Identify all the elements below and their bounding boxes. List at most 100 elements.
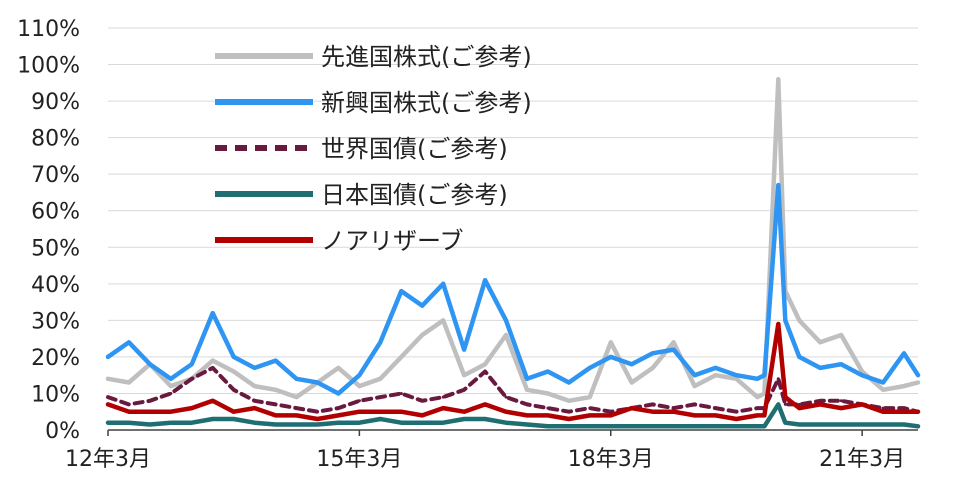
data-point	[546, 406, 550, 410]
data-point	[274, 413, 278, 417]
data-point	[336, 366, 340, 370]
data-point	[253, 421, 257, 425]
data-point	[881, 388, 885, 392]
data-point	[211, 311, 215, 315]
data-point	[797, 355, 801, 359]
data-point	[232, 417, 236, 421]
data-point	[232, 370, 236, 373]
y-tick-label: 70%	[31, 163, 80, 188]
data-point	[839, 406, 843, 410]
data-point	[860, 373, 864, 377]
legend-label: ノアリザーブ	[321, 227, 464, 255]
data-point	[860, 423, 864, 426]
data-point	[783, 402, 787, 406]
data-point	[357, 399, 361, 403]
y-tick-label: 0%	[45, 419, 80, 444]
data-point	[818, 366, 822, 370]
data-point	[651, 366, 655, 370]
data-point	[462, 348, 466, 352]
data-point	[169, 384, 173, 388]
data-point	[588, 413, 592, 417]
data-point	[818, 402, 822, 406]
data-point	[776, 183, 780, 187]
y-axis-tick-labels: 0% 10% 20% 30% 40% 50% 60% 70% 80% 90% 100% 110%	[17, 17, 80, 444]
series-lines	[105, 76, 921, 429]
data-point	[672, 406, 676, 410]
data-point	[483, 417, 487, 421]
data-point	[357, 373, 361, 377]
data-point	[295, 377, 298, 381]
series-line-3	[106, 365, 920, 414]
data-point	[420, 333, 424, 337]
data-point	[818, 340, 822, 344]
data-point	[839, 333, 843, 337]
data-point	[504, 421, 508, 425]
series-line-2	[105, 182, 921, 396]
legend-label: 先進国株式(ご参考)	[321, 43, 532, 71]
data-point	[127, 410, 131, 414]
data-point	[127, 340, 131, 344]
data-point	[378, 377, 382, 381]
data-point	[734, 424, 738, 428]
y-tick-label: 100%	[17, 54, 80, 79]
data-point	[734, 417, 738, 421]
data-point	[714, 373, 717, 377]
data-point	[672, 410, 676, 414]
data-point	[399, 410, 403, 414]
data-point	[693, 402, 697, 406]
data-point	[399, 392, 403, 395]
data-point	[336, 406, 340, 410]
data-point	[169, 377, 173, 381]
data-point	[567, 424, 571, 428]
data-point	[211, 366, 215, 370]
data-point	[148, 362, 152, 366]
data-point	[127, 421, 131, 425]
data-point	[253, 406, 257, 410]
data-point	[672, 348, 676, 352]
data-point	[651, 402, 655, 406]
data-point	[881, 406, 885, 410]
data-point	[734, 373, 738, 377]
data-point	[755, 395, 759, 399]
x-tick-label: 15年3月	[316, 447, 402, 472]
data-point	[916, 424, 920, 428]
data-point	[776, 377, 780, 381]
data-point	[609, 424, 613, 428]
data-point	[916, 373, 920, 377]
data-point	[462, 388, 466, 392]
data-point	[462, 373, 466, 377]
data-point	[525, 377, 529, 381]
data-point	[525, 402, 529, 406]
data-point	[693, 384, 697, 388]
data-point	[588, 424, 592, 428]
data-point	[525, 423, 529, 426]
data-point	[169, 421, 173, 425]
data-point	[483, 370, 487, 373]
data-point	[525, 388, 529, 392]
data-point	[525, 413, 529, 417]
y-tick-label: 60%	[31, 200, 80, 225]
data-point	[232, 355, 236, 359]
data-point	[148, 423, 152, 426]
data-point	[783, 318, 787, 322]
data-point	[672, 424, 676, 428]
data-point	[504, 333, 508, 337]
data-point	[106, 355, 110, 359]
data-point	[274, 423, 278, 426]
data-point	[797, 406, 801, 410]
data-point	[693, 373, 697, 377]
series-line-4	[105, 402, 921, 429]
data-point	[630, 424, 634, 428]
gridlines	[108, 27, 918, 394]
data-point	[106, 377, 110, 381]
data-point	[420, 399, 424, 403]
data-point	[755, 413, 759, 417]
data-point	[567, 381, 571, 384]
data-point	[609, 340, 613, 344]
data-point	[190, 406, 194, 410]
data-point	[776, 402, 780, 406]
data-point	[378, 340, 382, 344]
data-point	[483, 402, 487, 406]
data-point	[253, 399, 257, 403]
data-point	[420, 421, 424, 425]
